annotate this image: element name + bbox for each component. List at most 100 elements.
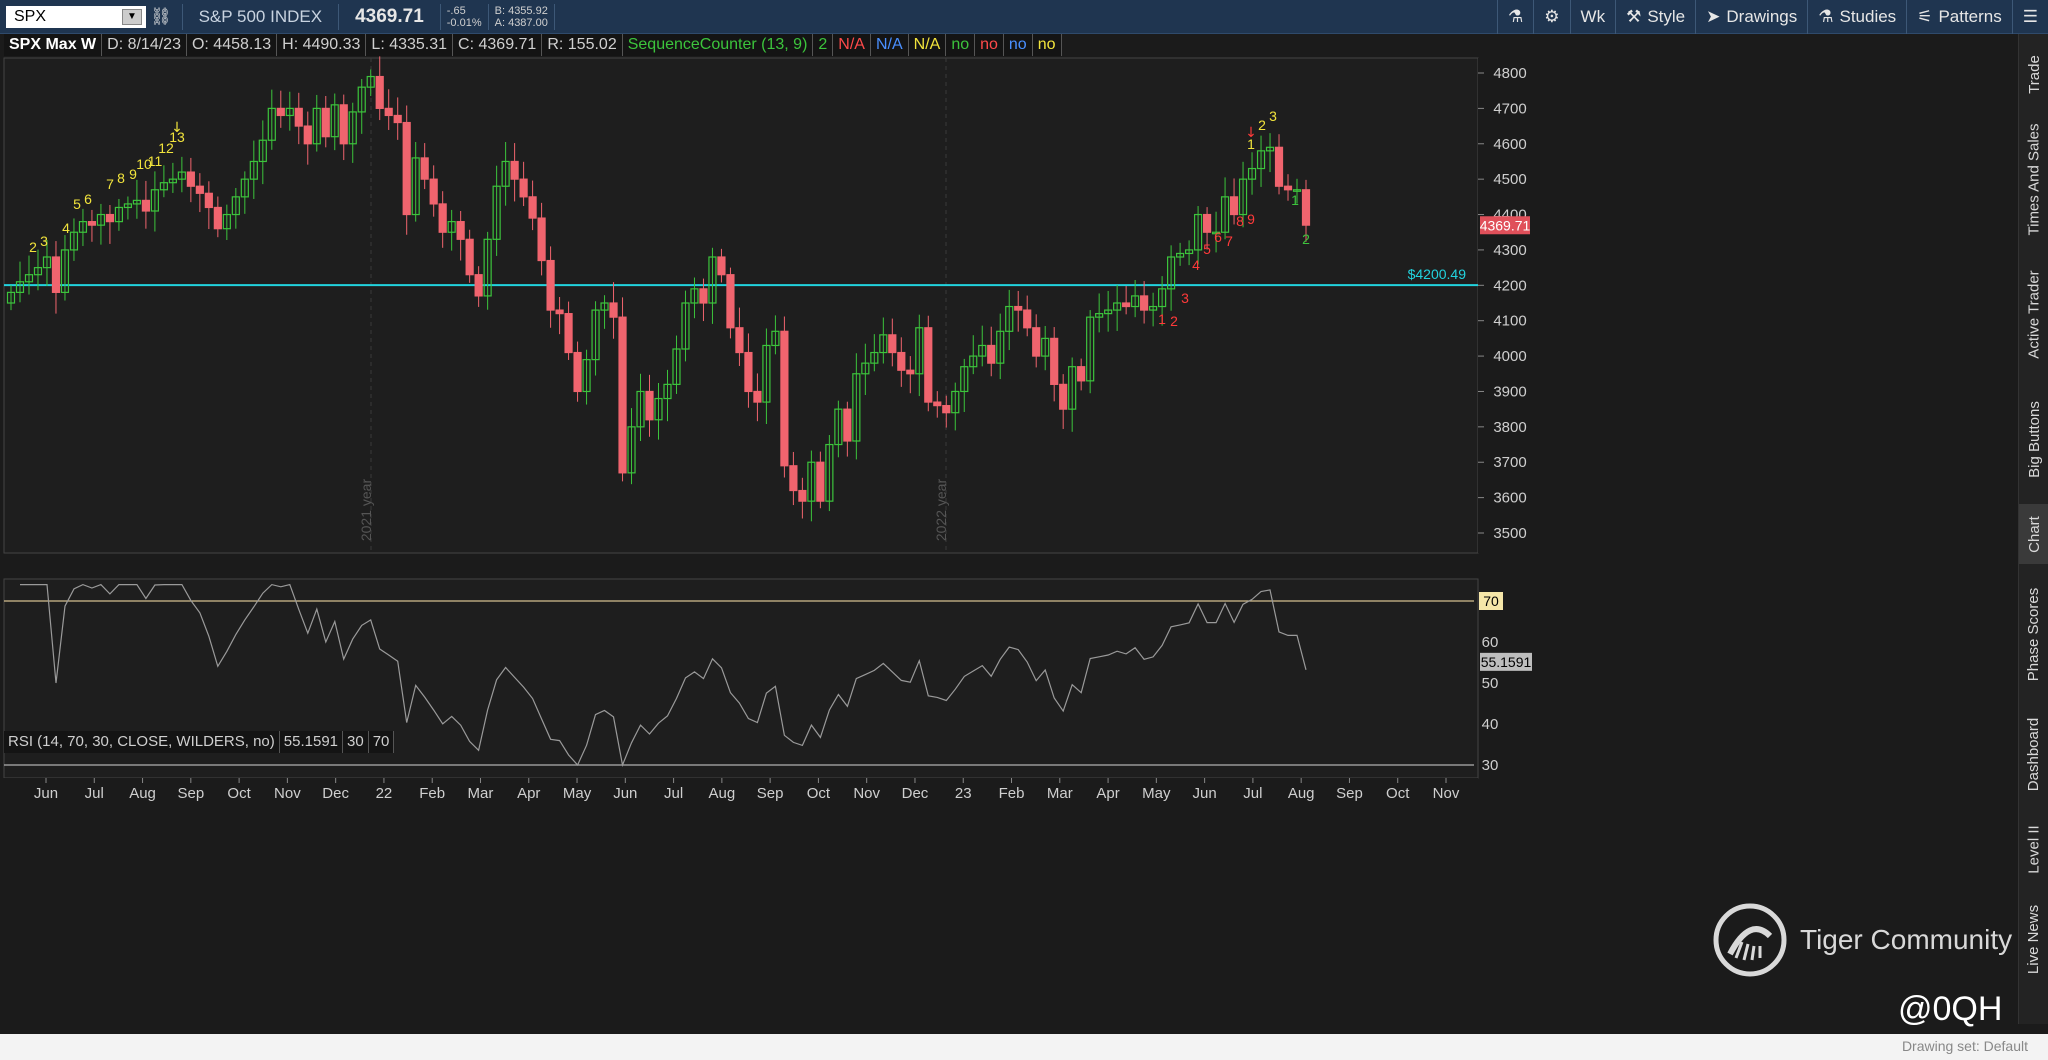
drawings-menu[interactable]: ➤ Drawings [1695,0,1807,34]
candle-body [231,196,240,216]
candle-body [933,401,942,407]
tab-chart[interactable]: Chart [2019,504,2048,564]
support-line-label: $4200.49 [1408,266,1467,282]
sequence-count-label: 3 [40,233,48,249]
candle-body [897,351,906,371]
tab-times-and-sales[interactable]: Times And Sales [2025,123,2043,235]
candle-body [888,334,897,354]
tab-live-news[interactable]: Live News [2025,904,2043,974]
symbol-input[interactable]: SPX ▼ [6,5,146,28]
candle-body [1193,213,1203,251]
price-tick-label: 4600 [1493,136,1526,153]
candle-body [663,383,672,400]
candle-body [1023,309,1032,329]
study-label[interactable]: SequenceCounter (13, 9) [623,34,814,56]
study-value-6: no [975,34,1004,56]
time-tick-label: Nov [1433,785,1460,802]
bar-high: H: 4490.33 [277,34,367,56]
rsi-line [20,583,1307,768]
time-tick-label: Dec [322,785,349,802]
candle-body [627,426,636,474]
price-chart[interactable]: 2021 year 2022 year 3500 3600 3700 3800 3900 40… [0,56,2010,1060]
interval-label: Wk [1580,7,1606,26]
sequence-count-label: 4 [62,220,70,236]
bid-ask-block: B: 4355.92 A: 4387.00 [495,5,548,29]
pct-change: -0.01% [446,16,482,29]
study-value-5: no [946,34,976,56]
chart-area[interactable]: 2021 year 2022 year 3500 3600 3700 3800 3900 40… [0,56,2010,1060]
menu-icon[interactable]: ☰ [2011,0,2048,34]
gear-icon[interactable]: ⚙ [1533,0,1569,34]
rsi-value: 55.1591 [280,731,344,753]
candle-body [456,221,465,240]
candle-body [825,443,834,502]
candle-body [483,238,492,297]
candle-body [690,288,699,304]
candle-body [501,160,510,187]
candle-body [87,221,97,226]
patterns-icon: ⚟ [1917,7,1933,26]
sequence-count-label: 5 [1203,241,1211,257]
sequence-count-label: 6 [1214,229,1222,245]
candle-body [1113,302,1122,311]
candle-body [186,171,195,187]
time-tick-label: Apr [1096,785,1119,802]
tab-phase-scores[interactable]: Phase Scores [2025,587,2043,681]
candle-body [357,86,366,113]
candle-body [870,351,879,364]
rsi-label[interactable]: RSI (14, 70, 30, CLOSE, WILDERS, no) [4,731,280,753]
candle-body [321,107,330,138]
rsi-70-label: 70 [1483,593,1499,609]
candle-body [195,185,204,194]
candle-body [879,334,888,354]
style-menu[interactable]: ⚒ Style [1615,0,1695,34]
time-tick-label: Aug [129,785,156,802]
candle-body [249,160,258,180]
sequence-count-label: 10 [136,156,152,172]
candle-body [1131,295,1140,308]
candle-body [1122,302,1131,308]
tab-dashboard[interactable]: Dashboard [2025,717,2043,791]
drawing-set-label[interactable]: Drawing set: Default [1901,1038,2028,1054]
time-tick-label: Nov [274,785,301,802]
interval-selector[interactable]: Wk [1569,0,1616,34]
candle-body [762,344,771,403]
time-tick-label: Jun [1193,785,1217,802]
flask-icon[interactable]: ⚗ [1497,0,1533,34]
candle-body [294,107,303,127]
time-tick-label: Apr [517,785,540,802]
time-tick-label: Mar [468,785,494,802]
candle-body [492,185,501,240]
candle-body [960,366,969,393]
rsi-low-level: 30 [343,731,369,753]
time-tick-label: May [1142,785,1171,802]
candle-body [1149,305,1158,311]
bar-open: O: 4458.13 [187,34,278,56]
time-tick-label: Oct [1386,785,1410,802]
chevron-down-icon[interactable]: ▼ [122,8,142,25]
sequence-count-label: 2 [1302,231,1310,247]
tab-active-trader[interactable]: Active Trader [2025,269,2043,359]
study-value-8: no [1033,34,1062,56]
year-marker-label: 2022 year [933,479,949,542]
tab-level-ii[interactable]: Level II [2025,824,2043,874]
candle-body [447,221,456,233]
studies-menu[interactable]: ⚗ Studies [1807,0,1906,34]
candle-body [348,111,357,145]
tab-trade[interactable]: Trade [2025,54,2043,94]
time-tick-label: Jun [34,785,58,802]
candle-body [924,327,933,403]
tab-big-buttons[interactable]: Big Buttons [2025,400,2043,478]
bar-low: L: 4335.31 [366,34,454,56]
sequence-count-label: 3 [1269,108,1277,124]
candle-body [339,104,348,145]
patterns-menu[interactable]: ⚟ Patterns [1906,0,2012,34]
patterns-label: Patterns [1938,7,2002,26]
time-tick-label: Sep [1336,785,1363,802]
time-tick-label: Aug [1288,785,1315,802]
rsi-info-bar: RSI (14, 70, 30, CLOSE, WILDERS, no) 55.… [4,731,395,753]
link-icon[interactable]: ⛓ [150,6,172,26]
rsi-tick-label: 60 [1482,634,1499,651]
candle-body [420,157,429,180]
candle-body [465,238,474,276]
